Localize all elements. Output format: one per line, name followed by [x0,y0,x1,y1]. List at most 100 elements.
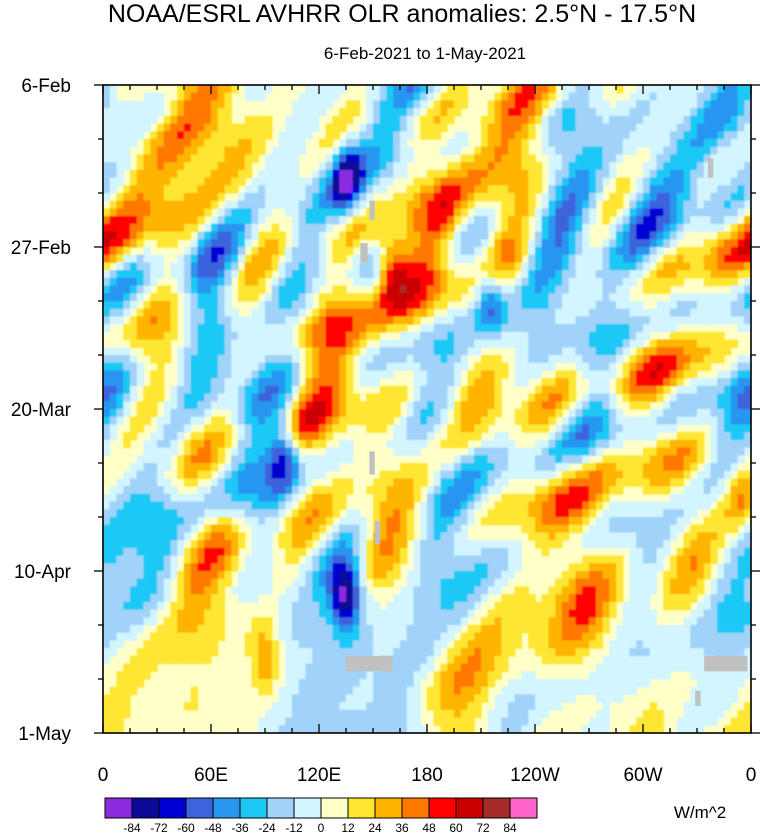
field-cell [292,401,300,410]
field-cell [319,385,327,395]
field-cell [656,208,664,217]
field-cell [406,517,415,526]
field-cell [568,285,577,294]
field-cell [116,154,124,163]
field-cell [663,355,671,364]
field-cell [359,355,367,364]
field-cell [292,509,300,518]
field-cell [278,324,286,333]
field-cell [197,169,205,179]
field-cell [487,385,496,395]
field-cell [616,193,624,202]
field-cell [622,254,631,264]
field-cell [454,401,462,410]
field-cell [440,247,448,256]
field-cell [656,501,664,510]
field-cell [582,177,590,186]
field-cell [697,478,705,487]
field-cell [656,347,664,356]
field-cell [400,547,408,557]
field-cell [460,131,469,140]
field-cell [157,362,165,372]
field-cell [420,301,428,310]
field-cell [656,409,664,418]
field-cell [325,563,334,572]
field-cell [123,409,131,418]
field-cell [211,293,219,302]
field-cell [656,470,664,480]
field-cell [143,540,151,549]
field-cell [514,463,523,472]
field-cell [352,401,361,410]
field-cell [170,493,178,503]
field-cell [663,301,671,310]
field-cell [602,478,610,487]
field-cell [690,439,698,449]
field-cell [136,532,145,541]
field-cell [514,509,523,518]
field-cell [521,270,529,279]
field-cell [582,339,590,348]
field-cell [589,339,597,348]
field-cell [190,455,199,464]
field-cell [555,393,563,402]
field-cell [710,169,718,179]
field-cell [535,493,543,503]
field-cell [130,200,138,210]
field-cell [292,115,300,125]
field-cell [231,378,239,387]
field-cell [730,146,739,156]
field-cell [305,100,313,109]
field-cell [204,509,212,518]
field-cell [244,277,253,287]
field-cell [568,393,577,402]
field-cell [616,517,624,526]
field-cell [548,262,556,271]
field-cell [427,555,435,564]
field-cell [717,123,725,132]
field-cell [271,193,280,202]
field-cell [177,532,185,541]
field-cell [163,486,172,495]
field-cell [352,154,361,163]
field-cell [670,447,678,456]
field-cell [514,231,523,240]
field-cell [575,331,583,341]
field-cell [690,208,698,217]
field-cell [609,223,617,233]
field-cell [184,316,192,325]
field-cell [575,177,583,186]
field-cell [305,378,313,387]
field-cell [514,547,523,557]
field-cell [521,447,529,456]
field-cell [379,355,388,364]
field-cell [521,285,529,294]
field-cell [643,169,651,179]
field-cell [265,131,273,140]
field-cell [393,478,401,487]
field-cell [123,501,131,510]
field-cell [595,486,604,495]
field-cell [521,424,529,433]
field-cell [136,154,145,163]
field-cell [427,200,435,210]
field-cell [157,355,165,364]
field-cell [676,439,685,449]
field-cell [204,501,212,510]
field-cell [305,262,313,271]
field-cell [514,154,523,163]
field-cell [744,370,751,379]
field-cell [541,439,550,449]
field-cell [352,532,361,541]
field-cell [224,169,232,179]
field-cell [251,362,259,372]
field-cell [575,162,583,171]
field-cell [184,501,192,510]
field-cell [548,115,556,125]
field-cell [325,355,334,364]
field-cell [420,185,428,194]
field-cell [251,285,259,294]
field-cell [481,486,489,495]
field-cell [103,285,111,294]
field-cell [285,316,293,325]
